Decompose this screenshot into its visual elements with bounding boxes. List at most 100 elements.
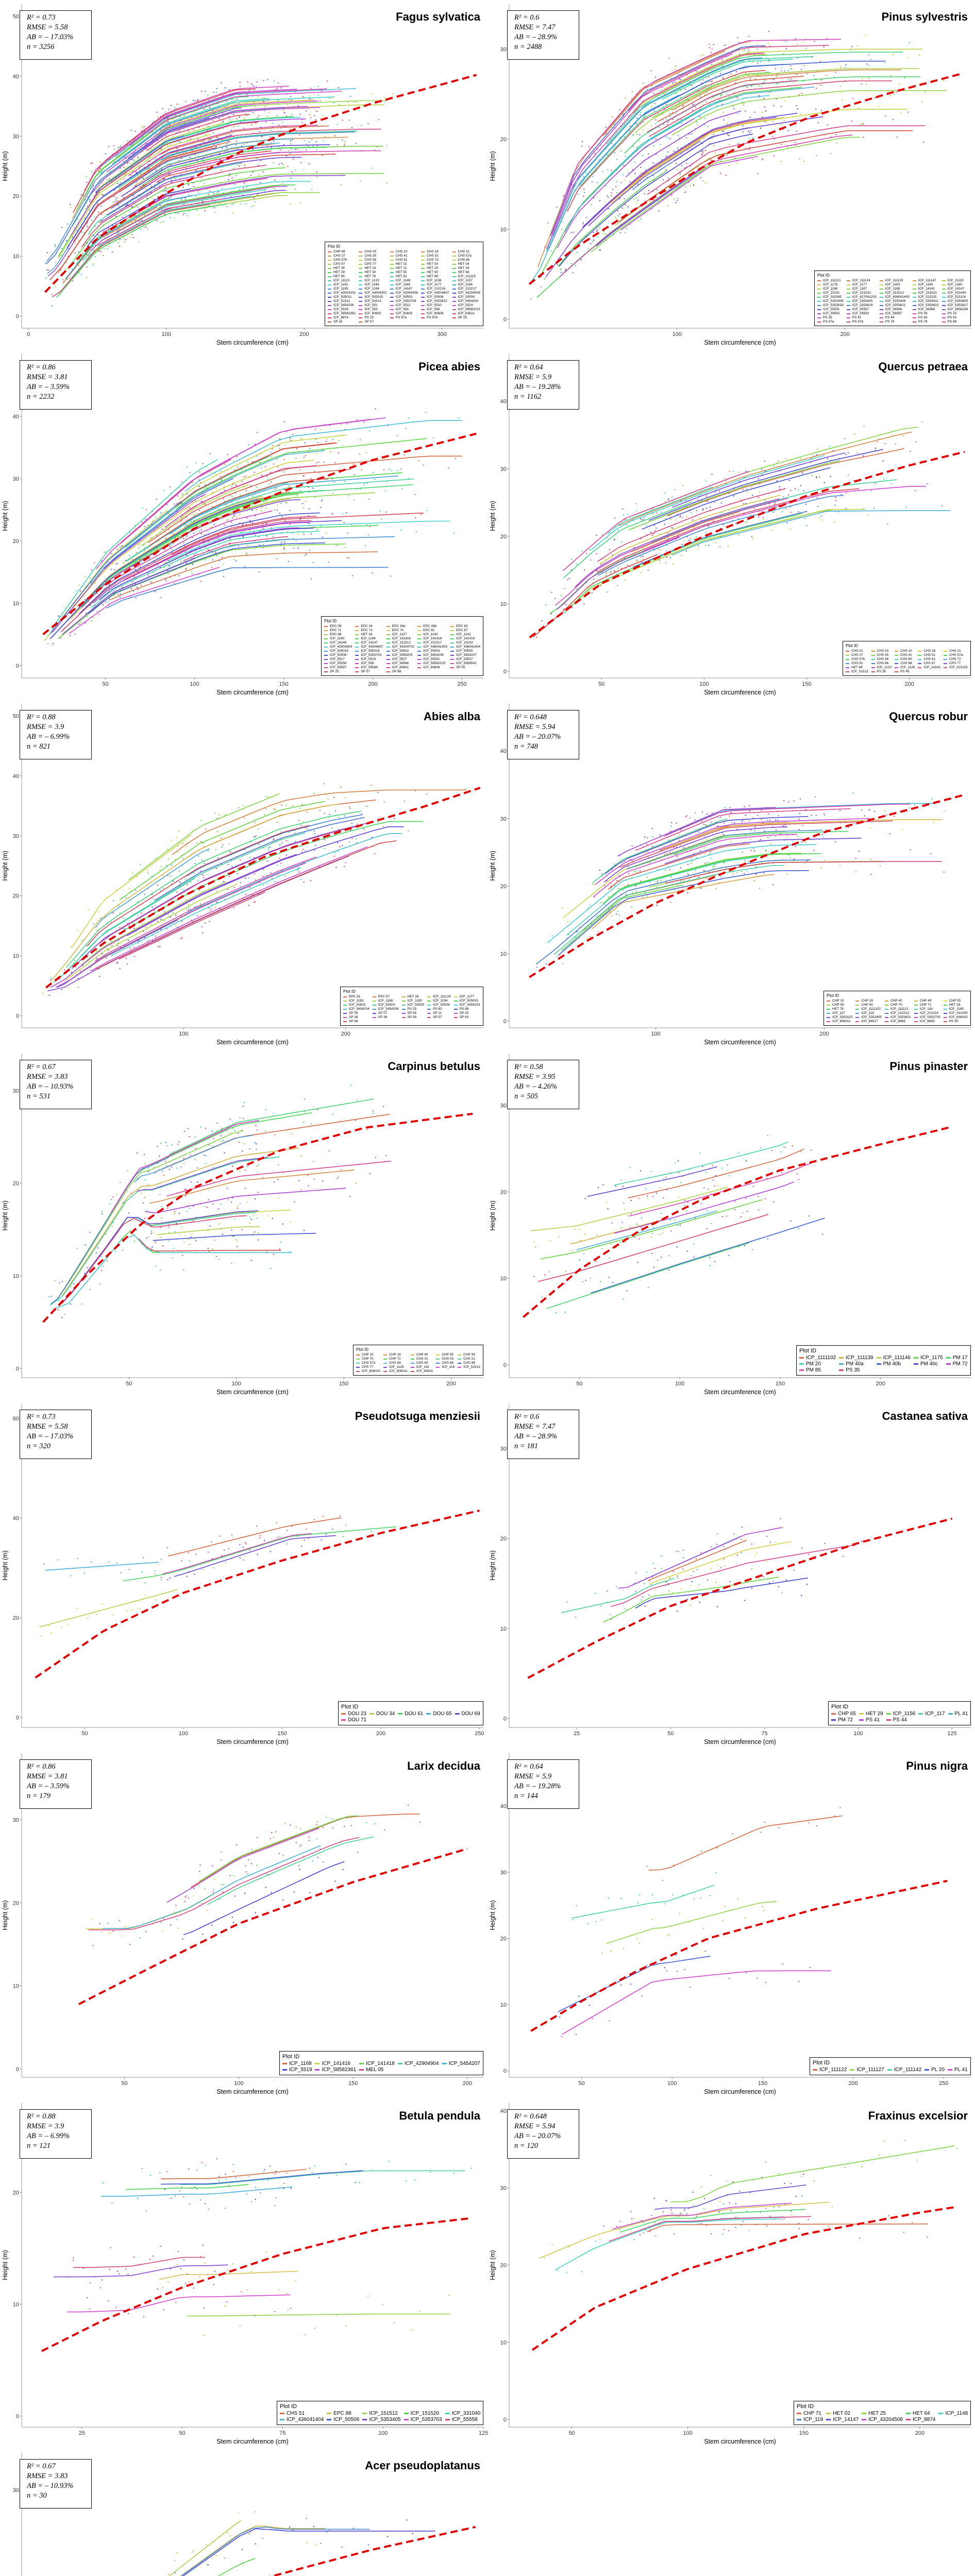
observation-point	[690, 538, 692, 539]
plot-curve	[591, 164, 710, 253]
observation-point	[802, 472, 803, 474]
observation-point	[372, 572, 373, 574]
observation-point	[265, 105, 267, 107]
plot-curve	[129, 88, 327, 146]
plot-curve	[596, 488, 860, 573]
observation-point	[748, 49, 750, 51]
legend-swatch	[328, 296, 331, 298]
observation-point	[415, 790, 416, 792]
observation-point	[596, 570, 598, 571]
observation-point	[338, 544, 340, 546]
observation-point	[337, 851, 339, 852]
legend-label: ICP_55557	[852, 308, 869, 311]
observation-point	[774, 503, 775, 505]
observation-point	[699, 55, 701, 57]
legend-swatch	[421, 251, 425, 252]
observation-point	[781, 106, 782, 107]
observation-point	[172, 912, 174, 913]
y-tick-label: 0	[16, 314, 19, 320]
plot-curve	[107, 157, 302, 215]
observation-point	[93, 263, 94, 264]
x-tick-label: 150	[802, 681, 811, 687]
stat-ab: AB = – 19.28%	[514, 383, 561, 391]
observation-point	[614, 123, 615, 125]
observation-point	[184, 115, 186, 116]
observation-point	[87, 222, 89, 224]
observation-point	[276, 115, 278, 116]
observation-point	[650, 532, 652, 533]
legend-swatch	[421, 272, 425, 273]
observation-point	[177, 131, 179, 132]
observation-point	[154, 187, 156, 189]
observation-point	[293, 105, 295, 107]
observation-point	[642, 121, 644, 123]
observation-point	[686, 74, 688, 76]
observation-point	[163, 874, 164, 876]
observation-point	[675, 489, 676, 491]
plot-curve	[628, 117, 784, 189]
observation-point	[245, 476, 246, 477]
legend-item: ICP_5454203	[386, 653, 414, 657]
observation-point	[243, 127, 244, 129]
legend-label: ICP_1190	[330, 637, 345, 640]
observation-point	[223, 563, 224, 565]
observation-point	[115, 198, 117, 200]
observation-point	[152, 572, 154, 573]
legend-label: HET 25	[427, 266, 439, 270]
observation-point	[867, 514, 869, 516]
observation-point	[762, 111, 764, 113]
plot-curve	[657, 76, 804, 123]
legend-item: ICP_1188	[879, 287, 910, 291]
observation-point	[894, 93, 895, 95]
plot-curve	[557, 170, 667, 267]
legend-label: CHS 18	[427, 250, 439, 253]
observation-point	[309, 98, 311, 100]
observation-point	[276, 558, 278, 560]
legend-item: ICP_5454204	[452, 299, 480, 303]
observation-point	[296, 448, 298, 450]
legend-item: ICP_210216	[421, 287, 449, 291]
observation-point	[697, 545, 699, 546]
observation-point	[390, 575, 392, 577]
legend-label: ICP_5454207	[456, 653, 477, 657]
legend-swatch	[918, 654, 922, 656]
observation-point	[634, 162, 635, 163]
x-tick-label: 150	[279, 681, 288, 687]
observation-point	[636, 560, 638, 561]
observation-point	[314, 470, 315, 472]
legend-swatch	[879, 321, 883, 323]
legend-swatch	[390, 292, 394, 294]
observation-point	[258, 115, 260, 116]
stats-box: R² = 0.64 RMSE = 5.9 AB = – 19.28% n = 1162	[507, 360, 579, 410]
observation-point	[320, 506, 322, 508]
observation-point	[696, 122, 698, 123]
observation-point	[255, 534, 256, 536]
legend-item: ICP_15151	[817, 291, 844, 295]
legend-label: ICP_5527	[392, 657, 407, 661]
observation-point	[820, 84, 822, 86]
observation-point	[255, 879, 257, 881]
observation-point	[167, 196, 170, 198]
legend-label: ICP_551	[364, 303, 378, 307]
observation-point	[237, 148, 238, 150]
legend-item: ICP_56566	[879, 308, 910, 311]
legend-swatch	[452, 317, 456, 318]
observation-point	[392, 93, 394, 95]
plot-curve	[106, 100, 318, 173]
legend-item: ICP_436041403	[417, 645, 447, 649]
observation-point	[115, 215, 117, 217]
observation-point	[282, 110, 284, 111]
plot-curve	[184, 420, 462, 492]
legend-swatch	[390, 255, 394, 257]
observation-point	[763, 81, 765, 83]
legend-swatch	[912, 296, 916, 298]
plot-curve	[148, 469, 351, 544]
observation-point	[672, 118, 674, 120]
observation-point	[605, 126, 607, 128]
observation-point	[332, 438, 333, 440]
observation-point	[681, 165, 683, 166]
legend-swatch	[918, 667, 922, 668]
plot-curve	[620, 156, 758, 231]
x-tick-label: 100	[179, 1031, 188, 1037]
legend-swatch	[328, 304, 331, 306]
